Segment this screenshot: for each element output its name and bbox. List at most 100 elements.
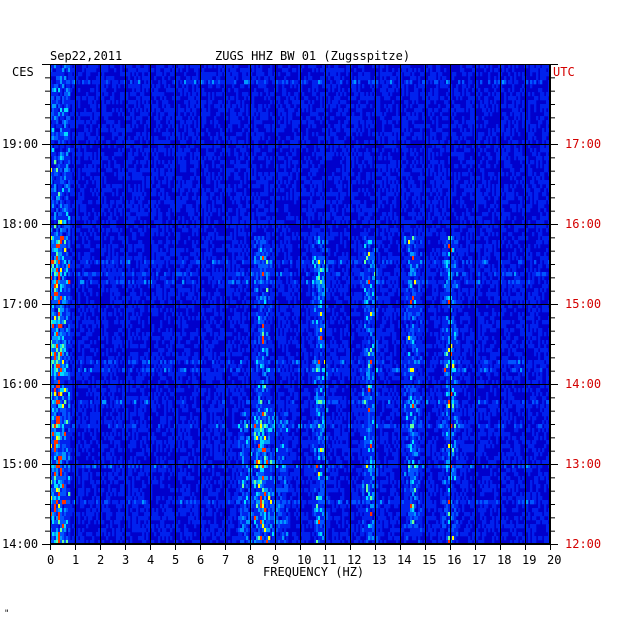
spectrogram-cell <box>528 92 531 97</box>
spectrogram-cell <box>100 192 103 197</box>
spectrogram-cell <box>228 148 231 153</box>
spectrogram-cell <box>434 72 437 77</box>
spectrogram-cell <box>518 132 521 137</box>
spectrogram-cell <box>280 180 283 185</box>
spectrogram-cell <box>150 80 153 85</box>
spectrogram-cell <box>270 92 273 97</box>
spectrogram-cell <box>386 228 389 233</box>
spectrogram-cell <box>530 64 533 69</box>
spectrogram-cell <box>114 160 117 165</box>
spectrogram-cell <box>330 192 333 197</box>
spectrogram-cell <box>282 228 285 233</box>
spectrogram-cell <box>150 204 153 209</box>
spectrogram-cell <box>236 176 239 181</box>
spectrogram-cell <box>444 208 447 213</box>
spectrogram-cell <box>396 216 399 221</box>
spectrogram-cell <box>514 184 517 189</box>
spectrogram-cell <box>160 144 163 149</box>
spectrogram-cell <box>536 224 539 229</box>
spectrogram-cell <box>148 224 151 229</box>
spectrogram-cell <box>222 188 225 193</box>
spectrogram-cell <box>182 140 185 145</box>
spectrogram-cell <box>270 176 273 181</box>
spectrogram-cell <box>252 76 255 81</box>
spectrogram-cell <box>160 188 163 193</box>
spectrogram-cell <box>428 76 431 81</box>
spectrogram-cell <box>82 204 85 209</box>
spectrogram-cell <box>280 124 283 129</box>
spectrogram-cell <box>246 224 249 229</box>
spectrogram-cell <box>178 104 181 109</box>
spectrogram-cell <box>254 140 257 145</box>
spectrogram-cell <box>322 68 325 73</box>
spectrogram-cell <box>138 184 141 189</box>
spectrogram-cell <box>126 212 129 217</box>
spectrogram-cell <box>502 228 505 233</box>
spectrogram-cell <box>192 108 195 113</box>
spectrogram-cell <box>438 212 441 217</box>
spectrogram-cell <box>184 148 187 153</box>
spectrogram-cell <box>202 100 205 105</box>
spectrogram-cell <box>280 64 283 69</box>
spectrogram-cell <box>462 212 465 217</box>
spectrogram-cell <box>392 80 395 85</box>
spectrogram-cell <box>340 140 343 145</box>
spectrogram-cell <box>486 164 489 169</box>
spectrogram-cell <box>166 212 169 217</box>
spectrogram-cell <box>498 188 501 193</box>
spectrogram-cell <box>330 104 333 109</box>
spectrogram-cell <box>380 112 383 117</box>
spectrogram-cell <box>396 192 399 197</box>
spectrogram-cell <box>198 120 201 125</box>
spectrogram-cell <box>538 188 541 193</box>
spectrogram-cell <box>96 128 99 133</box>
spectrogram-cell <box>156 68 159 73</box>
spectrogram-cell <box>270 208 273 213</box>
spectrogram-cell <box>56 100 59 105</box>
spectrogram-cell <box>388 180 391 185</box>
spectrogram-cell <box>152 176 155 181</box>
spectrogram-cell <box>90 128 93 133</box>
spectrogram-cell <box>252 216 255 221</box>
spectrogram-cell <box>50 208 53 213</box>
spectrogram-cell <box>456 216 459 221</box>
spectrogram-cell <box>520 160 523 165</box>
spectrogram-cell <box>240 132 243 137</box>
spectrogram-cell <box>322 116 325 121</box>
spectrogram-cell <box>80 232 83 237</box>
spectrogram-cell <box>210 84 213 89</box>
spectrogram-cell <box>208 108 211 113</box>
spectrogram-cell <box>196 204 199 209</box>
spectrogram-cell <box>144 132 147 137</box>
spectrogram-cell <box>366 76 369 81</box>
spectrogram-cell <box>354 76 357 81</box>
spectrogram-cell <box>454 172 457 177</box>
spectrogram-cell <box>186 104 189 109</box>
spectrogram-cell <box>412 152 415 157</box>
spectrogram-cell <box>360 164 363 169</box>
spectrogram-cell <box>160 216 163 221</box>
spectrogram-cell <box>292 96 295 101</box>
spectrogram-cell <box>226 64 229 69</box>
spectrogram-cell <box>534 188 537 193</box>
spectrogram-cell <box>314 208 317 213</box>
spectrogram-cell <box>376 100 379 105</box>
spectrogram-cell <box>60 92 63 97</box>
spectrogram-cell <box>88 212 91 217</box>
spectrogram-cell <box>392 192 395 197</box>
spectrogram-cell <box>102 104 105 109</box>
spectrogram-cell <box>238 232 241 237</box>
spectrogram-cell <box>72 232 75 237</box>
spectrogram-cell <box>64 212 67 217</box>
spectrogram-cell <box>106 80 109 85</box>
spectrogram-cell <box>68 180 71 185</box>
spectrogram-cell <box>320 136 323 141</box>
spectrogram-cell <box>62 96 65 101</box>
spectrogram-cell <box>400 216 403 221</box>
spectrogram-cell <box>144 160 147 165</box>
spectrogram-cell <box>492 108 495 113</box>
spectrogram-cell <box>128 68 131 73</box>
spectrogram-cell <box>168 108 171 113</box>
spectrogram-cell <box>138 84 141 89</box>
spectrogram-cell <box>404 152 407 157</box>
